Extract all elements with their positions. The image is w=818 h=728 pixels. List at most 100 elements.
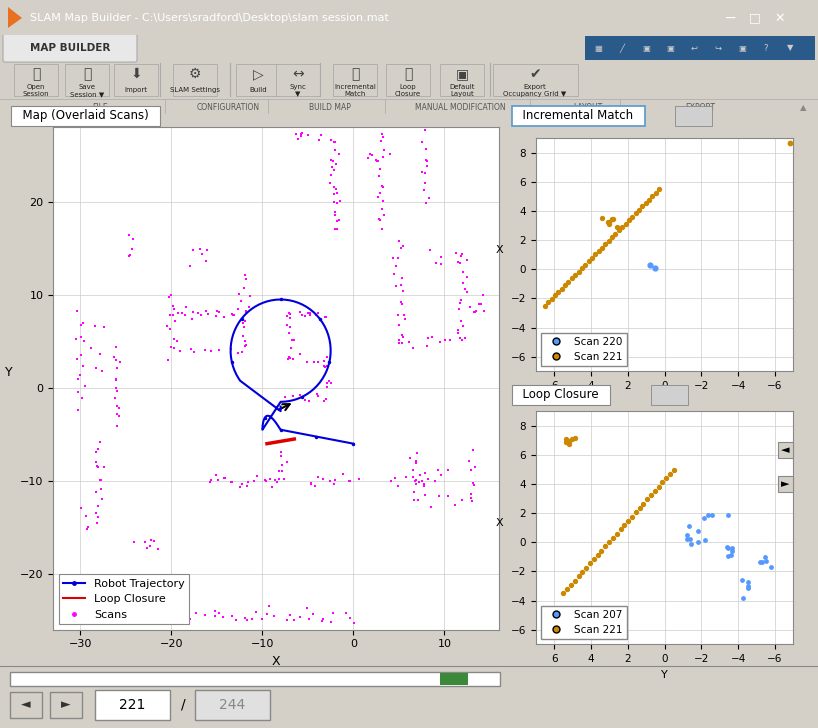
Point bbox=[721, 550, 734, 562]
Point bbox=[569, 432, 582, 444]
Point bbox=[466, 478, 479, 489]
Bar bbox=[173, 64, 217, 96]
Point bbox=[721, 509, 735, 521]
Point bbox=[232, 289, 245, 301]
Point bbox=[282, 308, 295, 320]
Text: ▣: ▣ bbox=[666, 44, 674, 52]
Point bbox=[333, 149, 346, 160]
Point bbox=[151, 543, 164, 555]
Point bbox=[344, 612, 357, 623]
Point bbox=[283, 609, 296, 620]
Point bbox=[328, 223, 341, 235]
Point bbox=[323, 177, 336, 189]
Point bbox=[469, 461, 482, 472]
Point bbox=[126, 233, 139, 245]
Point bbox=[560, 583, 573, 595]
Point bbox=[409, 475, 422, 487]
Point bbox=[239, 612, 252, 624]
Point bbox=[281, 353, 294, 365]
Point bbox=[328, 144, 341, 156]
Point bbox=[92, 510, 105, 522]
Point bbox=[393, 334, 406, 346]
Text: ↩: ↩ bbox=[690, 44, 698, 52]
Point bbox=[434, 336, 447, 348]
Text: ✔: ✔ bbox=[529, 67, 541, 81]
Text: ►: ► bbox=[61, 698, 71, 711]
Point bbox=[591, 549, 605, 561]
Point bbox=[649, 262, 662, 274]
Point bbox=[563, 435, 576, 447]
Point bbox=[327, 181, 340, 192]
Point bbox=[319, 312, 332, 323]
Point bbox=[191, 307, 204, 319]
Text: Default
Layout: Default Layout bbox=[449, 84, 474, 97]
Point bbox=[572, 266, 585, 277]
Point bbox=[589, 248, 602, 260]
Point bbox=[626, 211, 639, 223]
Point bbox=[166, 309, 179, 321]
Point bbox=[232, 303, 245, 314]
Point bbox=[218, 472, 231, 484]
Point bbox=[371, 155, 384, 167]
Point bbox=[649, 187, 663, 199]
Text: ►: ► bbox=[781, 479, 789, 489]
Point bbox=[397, 240, 410, 252]
Point bbox=[646, 190, 659, 202]
Point bbox=[71, 404, 84, 416]
Point bbox=[411, 447, 424, 459]
Bar bbox=[14, 64, 58, 96]
Point bbox=[244, 290, 257, 301]
Point bbox=[685, 538, 698, 550]
Point bbox=[204, 345, 218, 357]
Point bbox=[204, 476, 217, 488]
Point bbox=[238, 315, 251, 327]
Point bbox=[295, 309, 308, 321]
Point bbox=[234, 295, 247, 306]
Point bbox=[294, 389, 307, 401]
Point bbox=[225, 611, 238, 622]
Point bbox=[605, 213, 618, 225]
Text: 244: 244 bbox=[219, 698, 245, 712]
Point bbox=[322, 375, 335, 387]
Point bbox=[182, 611, 195, 622]
Point bbox=[454, 294, 467, 306]
Point bbox=[90, 456, 103, 467]
Text: FILE: FILE bbox=[92, 103, 108, 112]
Point bbox=[267, 610, 280, 622]
Point bbox=[90, 363, 103, 374]
Point bbox=[237, 282, 250, 294]
Point bbox=[560, 433, 573, 445]
Point bbox=[691, 537, 704, 548]
Point bbox=[464, 488, 477, 499]
Point bbox=[421, 472, 434, 484]
Point bbox=[609, 228, 622, 240]
Point bbox=[545, 293, 558, 305]
Point bbox=[275, 446, 288, 458]
Point bbox=[561, 436, 574, 448]
Point bbox=[407, 464, 420, 475]
Point bbox=[327, 196, 340, 207]
Point bbox=[575, 262, 588, 274]
Point bbox=[420, 154, 433, 166]
Point bbox=[194, 309, 207, 321]
Point bbox=[312, 135, 326, 146]
Point bbox=[283, 321, 296, 333]
Point bbox=[464, 301, 477, 313]
Point bbox=[759, 555, 772, 567]
Point bbox=[611, 221, 624, 232]
Point bbox=[434, 258, 447, 269]
Point bbox=[467, 444, 480, 456]
Text: SLAM Map Builder - C:\Users\sradford\Desktop\slam session.mat: SLAM Map Builder - C:\Users\sradford\Des… bbox=[30, 13, 389, 23]
Bar bbox=[493, 64, 578, 96]
Point bbox=[303, 307, 316, 319]
Bar bbox=[440, 673, 468, 685]
Point bbox=[90, 447, 103, 459]
Text: ╱: ╱ bbox=[619, 44, 624, 52]
Point bbox=[249, 606, 263, 617]
Point bbox=[424, 244, 437, 256]
Point bbox=[606, 532, 619, 544]
Bar bbox=[585, 36, 815, 60]
Point bbox=[538, 300, 551, 312]
Point bbox=[372, 213, 385, 225]
Point bbox=[165, 341, 178, 353]
